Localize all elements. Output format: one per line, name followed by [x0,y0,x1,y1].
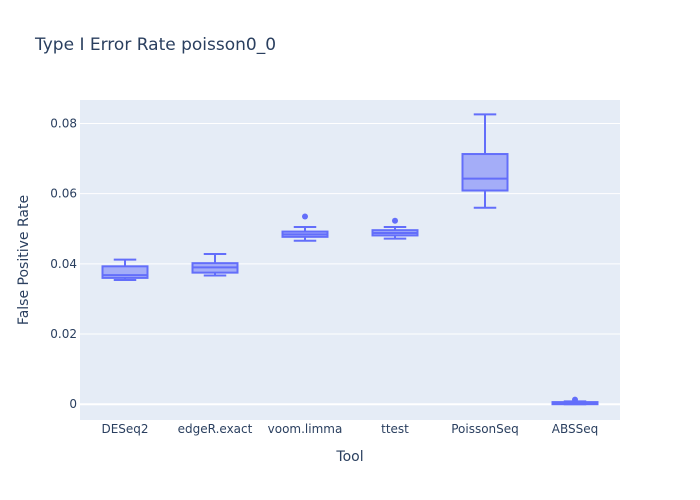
y-axis-title: False Positive Rate [16,195,32,325]
box-body [461,153,509,192]
y-tick-label: 0.08 [50,117,77,131]
y-tick-label: 0.04 [50,257,77,271]
box-ttest [371,217,419,240]
x-axis-title: Tool [335,449,363,465]
box-absseq [551,396,599,406]
box-poissonseq [461,113,509,209]
x-tick-label: PoissonSeq [451,422,519,436]
plot-area [80,100,620,420]
y-grid-lines [80,123,620,406]
x-tick-label: ABSSeq [552,422,598,436]
outlier-point [302,213,308,220]
x-tick-labels: DESeq2 edgeR.exact voom.limma ttest PoissonS… [101,422,598,436]
box-series [101,113,599,406]
y-tick-label: 0.06 [50,187,77,201]
y-tick-label: 0 [69,397,77,411]
box-body [101,265,149,279]
x-tick-label: ttest [381,422,409,436]
x-tick-label: DESeq2 [101,422,148,436]
x-tick-label: edgeR.exact [178,422,253,436]
box-deseq2 [101,258,149,281]
outlier-point [572,396,578,403]
chart-title: Type I Error Rate poisson0_0 [34,35,276,55]
y-tick-label: 0.02 [50,327,77,341]
outlier-point [392,217,398,224]
y-tick-labels: 0 0.02 0.04 0.06 0.08 [50,117,77,412]
box-edger-exact [191,253,239,277]
x-tick-label: voom.limma [268,422,343,436]
box-voom-limma [281,213,329,242]
